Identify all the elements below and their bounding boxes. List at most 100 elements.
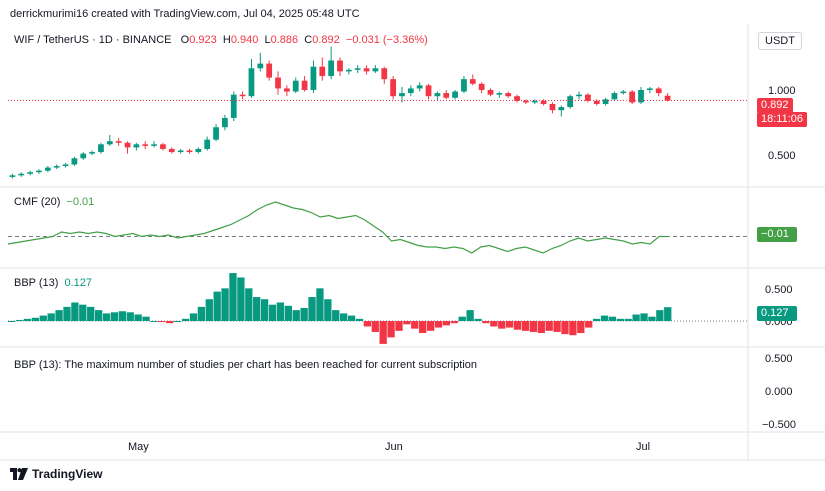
open-label: O <box>180 34 190 46</box>
cmf-pane <box>7 201 748 254</box>
bbp-bar <box>363 321 372 327</box>
bbp-pane <box>8 273 748 344</box>
candle-body <box>151 144 157 146</box>
bbp-bar <box>498 321 506 329</box>
bbp-bar <box>640 313 648 322</box>
bbp-bar <box>664 307 672 322</box>
bbp-bar <box>537 321 545 334</box>
candle-body <box>549 103 556 111</box>
bbp-bar <box>608 316 617 322</box>
candle-body <box>540 100 547 104</box>
bbp-bar <box>126 312 134 322</box>
bbp-bar <box>181 318 190 322</box>
candle-body <box>319 66 326 77</box>
bbp-bar <box>15 319 24 322</box>
tradingview-logo[interactable]: TradingView <box>10 467 102 481</box>
bbp-bar <box>506 321 514 328</box>
bbp-bar <box>31 317 40 322</box>
bbp-bar <box>648 316 656 322</box>
candle-body <box>478 83 485 90</box>
time-axis-jul: Jul <box>636 441 651 453</box>
bbp-bar <box>585 321 593 328</box>
candle-body <box>177 150 184 153</box>
bbp-bar <box>268 304 277 322</box>
bbp-bar <box>577 321 585 334</box>
bbp-bar <box>529 321 538 332</box>
candle-body <box>337 60 343 72</box>
candle-body <box>585 94 591 101</box>
bbp-bar <box>260 299 269 322</box>
candle-body <box>399 93 405 97</box>
candle-body <box>257 63 264 69</box>
candle-body <box>664 95 671 101</box>
bbp-bar <box>545 321 553 331</box>
candle-body <box>461 79 467 92</box>
time-axis-jun: Jun <box>385 441 403 453</box>
candle-body <box>602 99 609 104</box>
bbp-bar <box>221 288 229 322</box>
candle-body <box>611 93 618 100</box>
bbp-bar <box>8 321 16 323</box>
bbp-bar <box>474 318 482 322</box>
candle-body <box>71 158 78 165</box>
candle-body <box>638 90 644 103</box>
bbp-bar <box>592 318 601 322</box>
candle-body <box>230 94 237 118</box>
bbp-bar <box>276 302 285 322</box>
candle-body <box>168 148 175 153</box>
price-axis-label-0-5: 0.500 <box>768 150 796 162</box>
bbp-bar <box>79 304 87 322</box>
candle-body <box>363 68 370 72</box>
bbp-bar <box>600 315 609 322</box>
tradingview-logo-icon <box>10 468 28 480</box>
bbp-bar <box>553 321 561 332</box>
countdown-tag: 18:11:06 <box>757 112 808 127</box>
bbp-bar <box>316 288 324 322</box>
candle-body <box>452 91 458 98</box>
bbp-bar <box>197 306 206 322</box>
last-price-tag: 0.892 <box>757 98 793 113</box>
bbp-bar <box>434 321 443 328</box>
cmf-value: −0.01 <box>66 196 95 208</box>
candle-body <box>372 68 379 72</box>
candle-body <box>655 88 662 94</box>
bbp-bar <box>482 321 490 324</box>
candle-body <box>160 144 166 149</box>
bbp-bar <box>150 321 158 323</box>
bbp-tag: 0.127 <box>757 306 797 321</box>
bbp-bar <box>63 306 71 322</box>
change-value: −0.031 (−3.36%) <box>345 34 428 46</box>
candle-body <box>558 107 565 111</box>
candle-body <box>275 77 281 89</box>
bbp-bar <box>624 318 632 322</box>
bbp-bar <box>411 321 419 329</box>
price-axis-label-1: 1.000 <box>768 85 796 97</box>
candle-body <box>567 96 574 108</box>
candle-body <box>531 100 538 103</box>
bbp-bar <box>237 277 245 322</box>
bbp-bar <box>490 321 498 327</box>
open-value: 0.923 <box>189 34 217 46</box>
candle-body <box>434 93 441 97</box>
bbp-bar <box>387 321 395 338</box>
bbp-label: BBP (13) <box>14 277 59 289</box>
bbp-bar <box>110 312 119 322</box>
bbp-bar <box>466 310 474 322</box>
candle-body <box>416 85 423 89</box>
bbp-bar <box>347 315 356 322</box>
candle-body <box>186 150 193 153</box>
candle-body <box>496 93 503 95</box>
notice-axis-label-0-5: 0.500 <box>765 353 793 365</box>
currency-button[interactable]: USDT <box>758 32 802 50</box>
low-value: 0.886 <box>270 34 299 46</box>
close-value: 0.892 <box>312 34 340 46</box>
candle-body <box>248 68 255 97</box>
bbp-bar <box>656 310 664 322</box>
cmf-tag: −0.01 <box>757 227 797 242</box>
candle-body <box>284 88 290 92</box>
bbp-bar <box>403 321 411 325</box>
bbp-bar <box>102 313 111 322</box>
bbp-bar <box>47 313 55 322</box>
close-label: C <box>304 34 313 46</box>
